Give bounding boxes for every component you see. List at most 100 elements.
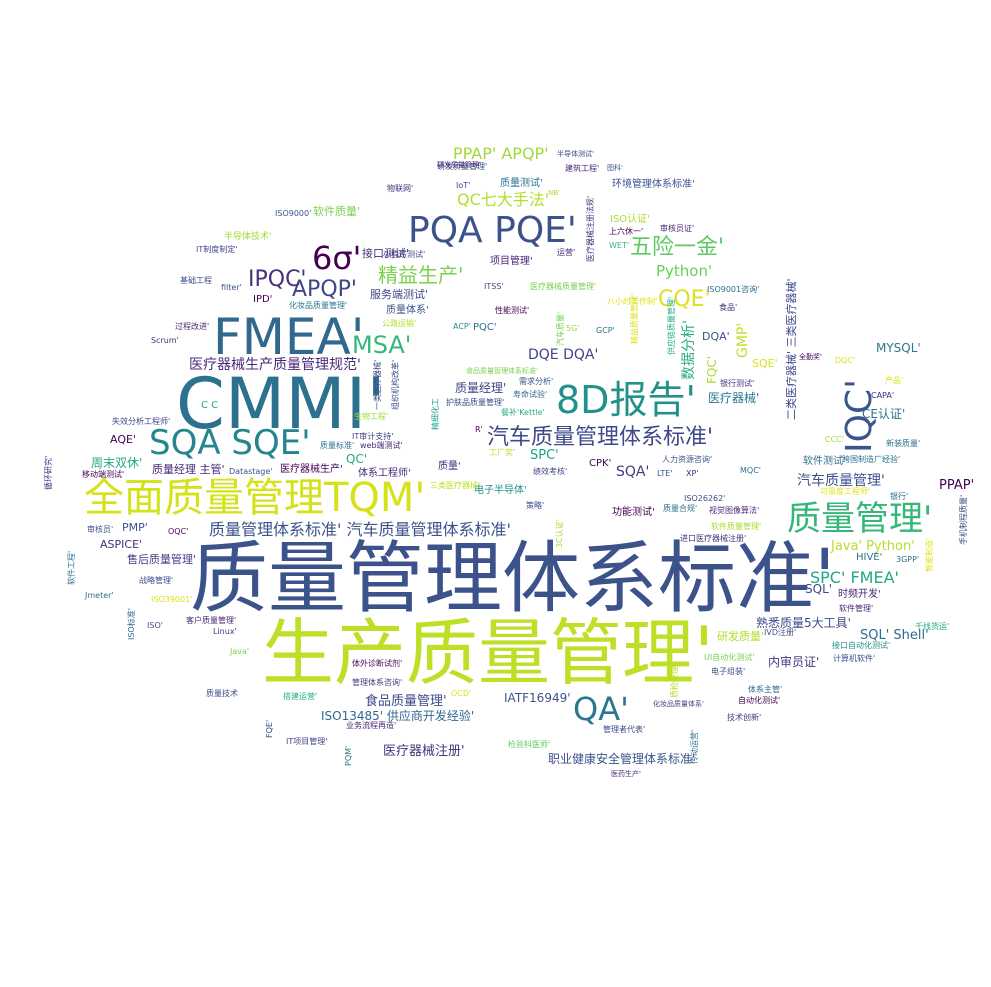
word: 移动端测试': [82, 470, 125, 479]
word: IT制度制定': [196, 245, 238, 254]
word: filter': [221, 283, 242, 292]
word: IATF16949': [504, 691, 571, 705]
word: 研发质量': [717, 630, 765, 643]
word: Datastage': [229, 467, 273, 476]
word: 人力资源咨询': [662, 455, 713, 464]
word: ISO': [147, 621, 163, 630]
word: 生物工程': [354, 412, 389, 421]
word: 质量': [438, 461, 461, 472]
word: 医疗器械注册': [383, 744, 465, 759]
word: 医疗器械生产质量管理规范': [189, 357, 361, 373]
word: 体系主管': [748, 685, 783, 694]
word: 功能测试': [612, 507, 655, 518]
word: 6σ': [312, 239, 362, 277]
word: 质量管理体系标准' 汽车质量管理体系标准': [209, 520, 511, 539]
word: 性能测试': [495, 306, 530, 315]
word: R': [475, 425, 483, 434]
word: IoT': [456, 181, 471, 190]
word: 绩效考核': [533, 467, 568, 476]
word: 汽车质量': [556, 311, 565, 346]
word: AQE': [110, 433, 136, 446]
word: 内审员证': [768, 655, 820, 669]
word: 全勤奖': [799, 353, 822, 361]
word: 自动化测试': [738, 696, 781, 705]
word: 3C认证': [555, 519, 564, 548]
word: 银行测试': [720, 379, 755, 388]
word: 软件质量': [313, 205, 361, 218]
word: 跨国制造厂经验': [842, 455, 901, 464]
word: Java': [230, 647, 250, 656]
word: 医疗器械质量管理': [530, 282, 597, 291]
word: 失效分析工程师': [112, 417, 171, 426]
word: ISO13485' 供应商开发经验': [321, 709, 475, 723]
word: 汽车质量管理体系标准': [487, 425, 714, 450]
word: PQA PQE': [408, 210, 577, 251]
word: ISO26262': [684, 494, 726, 503]
word: Scrum': [151, 336, 179, 345]
word: 八小时工作制': [607, 297, 658, 306]
word: 客户质量管理': [186, 616, 237, 625]
word: CQE': [658, 287, 711, 312]
word: CCC': [825, 435, 844, 444]
word: 产品': [885, 376, 904, 385]
word: HIVE': [856, 552, 883, 563]
word: 进口医疗器械注册': [680, 534, 747, 543]
word: 化妆品质量体系': [653, 700, 704, 708]
word: FQC': [705, 355, 719, 384]
word: 智能制造': [925, 537, 934, 572]
word: 质量体系': [386, 305, 429, 316]
word: MSA': [352, 331, 412, 359]
word: 策略': [526, 501, 545, 510]
word: SQL' Shell': [860, 628, 929, 643]
word: 质量经理': [455, 381, 507, 395]
word: ISO认证': [610, 214, 650, 225]
word: 质量管理': [787, 499, 933, 539]
word: SPC' FMEA': [810, 568, 899, 587]
word: 接口自动化测试': [832, 641, 891, 650]
word: MYSQL': [876, 341, 921, 355]
word: PPAP' APQP': [453, 144, 549, 163]
word: 医疗器械注册法规': [586, 195, 595, 262]
word: 时频开发': [838, 589, 881, 600]
word: 一类医疗器械': [373, 359, 382, 410]
word: 熟悉质量5大工具': [756, 616, 851, 630]
word: 图科': [607, 164, 623, 172]
word: ISO标准': [127, 608, 136, 640]
word: 软件工程': [67, 550, 76, 585]
word: 战略管理': [139, 576, 174, 585]
word: 精细化工: [431, 398, 440, 430]
word: ISO9000': [275, 209, 312, 218]
word: PQC': [473, 322, 497, 333]
word: 业务流程再造': [346, 721, 397, 730]
word: 食品': [719, 303, 738, 312]
word: Java' Python': [831, 539, 915, 554]
word: 上六休一': [609, 227, 644, 236]
word: 银行': [890, 492, 909, 501]
word: 体外诊断试剂': [352, 659, 403, 668]
word: 质量合规': [663, 504, 698, 513]
word: 生产质量管理': [262, 611, 714, 695]
word: PQM': [344, 745, 353, 766]
word: 运营': [557, 248, 576, 257]
word: 餐补'Kettle': [501, 408, 545, 417]
word: 管理体系咨询': [352, 678, 403, 687]
word: QC': [346, 452, 368, 466]
word: 全面质量管理TQM': [84, 475, 426, 521]
word: 质量技术: [206, 689, 238, 698]
word: 汽车质量管理': [797, 473, 885, 489]
word: 软件管理': [839, 604, 874, 613]
word: 护肤品质量管理': [446, 398, 505, 407]
word: GCP': [596, 326, 615, 335]
word: 可靠度工程师': [820, 487, 871, 496]
word: PMP': [122, 521, 148, 534]
word: SPC': [530, 448, 559, 463]
word: 寿命试验': [513, 390, 548, 399]
word: 数据分析': [681, 320, 697, 380]
word: NB': [548, 189, 560, 197]
word: OQC': [168, 527, 189, 536]
word: 研发质量管理': [437, 161, 481, 169]
word: UI自动化测试': [704, 653, 755, 662]
word: 需求分析': [519, 377, 554, 386]
word: PPAP': [939, 478, 975, 493]
